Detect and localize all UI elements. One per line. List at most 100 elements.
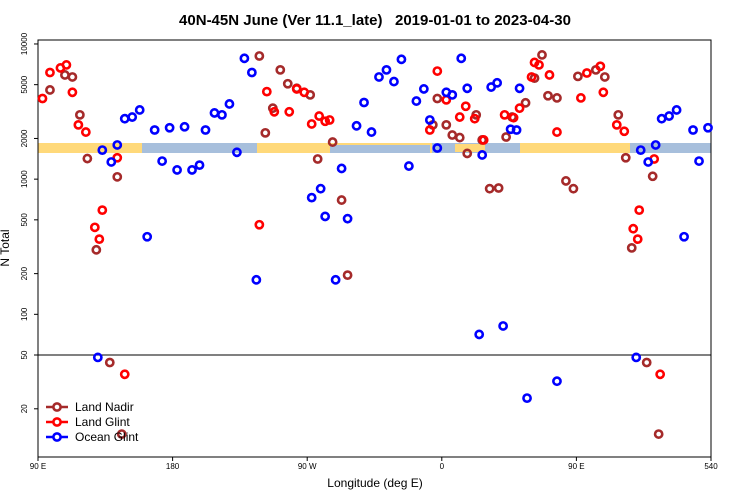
data-point <box>544 70 555 80</box>
data-point <box>703 122 713 133</box>
data-point <box>45 85 55 95</box>
y-tick-label: 200 <box>20 266 29 280</box>
x-tick-label: 90 E <box>30 462 46 471</box>
data-point <box>194 160 205 171</box>
data-point <box>641 357 652 368</box>
data-point <box>324 115 335 125</box>
data-point <box>312 154 323 164</box>
data-point <box>474 329 485 340</box>
data-point <box>320 211 331 222</box>
x-tick-label: 180 <box>166 462 180 471</box>
data-point <box>291 84 302 94</box>
x-tick-label: 540 <box>704 462 718 471</box>
data-point <box>432 66 443 76</box>
land-band <box>455 144 485 152</box>
data-point <box>396 54 407 65</box>
data-point <box>366 127 377 137</box>
data-point <box>647 171 658 182</box>
data-point <box>239 53 250 64</box>
legend-label: Land Nadir <box>75 400 134 414</box>
x-tick-label: 90 E <box>568 462 584 471</box>
data-point <box>522 393 532 404</box>
data-point <box>454 132 465 143</box>
data-point <box>635 145 646 156</box>
data-point <box>157 156 168 166</box>
data-point <box>514 83 525 94</box>
data-point <box>315 183 326 194</box>
ocean-band <box>630 143 711 153</box>
data-point <box>342 213 353 224</box>
data-point <box>432 143 443 153</box>
data-point <box>97 205 108 216</box>
legend-marker <box>52 432 62 442</box>
data-point <box>119 369 130 380</box>
data-point <box>631 352 642 363</box>
data-point <box>403 161 414 171</box>
data-point <box>650 140 661 150</box>
data-point <box>632 234 643 245</box>
data-point <box>269 106 280 117</box>
data-point <box>656 113 667 124</box>
data-point <box>664 111 675 121</box>
data-point <box>275 64 286 75</box>
data-point <box>106 157 117 167</box>
data-point <box>478 135 489 145</box>
data-point <box>112 140 123 150</box>
ocean-band <box>330 145 430 153</box>
x-tick-label: 90 W <box>298 462 317 471</box>
data-point <box>432 93 443 104</box>
data-point <box>134 105 145 115</box>
data-point <box>254 51 265 61</box>
data-point <box>619 126 630 137</box>
data-point <box>543 90 553 101</box>
data-point <box>37 93 48 104</box>
data-point <box>200 125 211 135</box>
data-point <box>299 87 310 98</box>
data-point <box>447 130 458 140</box>
data-point <box>314 111 325 121</box>
data-point <box>80 127 91 137</box>
data-point <box>67 87 78 98</box>
data-point <box>526 72 537 82</box>
data-point <box>447 89 458 100</box>
data-point <box>501 132 512 142</box>
data-point <box>694 156 704 166</box>
land-band <box>38 143 142 153</box>
y-tick-label: 500 <box>20 213 29 227</box>
ocean-band <box>142 143 257 153</box>
data-point <box>511 125 522 135</box>
data-point <box>142 231 153 242</box>
data-point <box>418 84 429 94</box>
data-point <box>508 112 519 123</box>
data-point <box>381 64 392 75</box>
data-point <box>232 147 242 158</box>
data-point <box>89 222 100 233</box>
data-point <box>97 145 108 156</box>
data-point <box>688 125 698 135</box>
data-point <box>628 223 639 234</box>
data-point <box>351 120 362 131</box>
data-point <box>424 125 435 135</box>
data-point <box>74 109 85 120</box>
y-tick-label: 2000 <box>20 129 29 147</box>
data-point <box>217 109 227 120</box>
data-point <box>320 116 331 127</box>
data-point <box>462 83 473 94</box>
data-point <box>575 93 586 103</box>
data-point <box>61 60 72 70</box>
data-point <box>493 183 504 193</box>
chart-title: 40N-45N June (Ver 11.1_late) 2019-01-01 … <box>179 12 571 29</box>
data-point <box>306 192 317 203</box>
y-tick-label: 10000 <box>20 32 29 55</box>
data-point <box>653 429 664 439</box>
data-point <box>172 165 182 175</box>
data-point <box>514 103 525 114</box>
data-point <box>598 87 609 98</box>
data-point <box>179 121 190 132</box>
data-point <box>572 71 583 82</box>
data-point <box>359 97 369 108</box>
data-point <box>330 274 341 285</box>
data-point <box>643 157 654 167</box>
data-point <box>484 183 495 194</box>
